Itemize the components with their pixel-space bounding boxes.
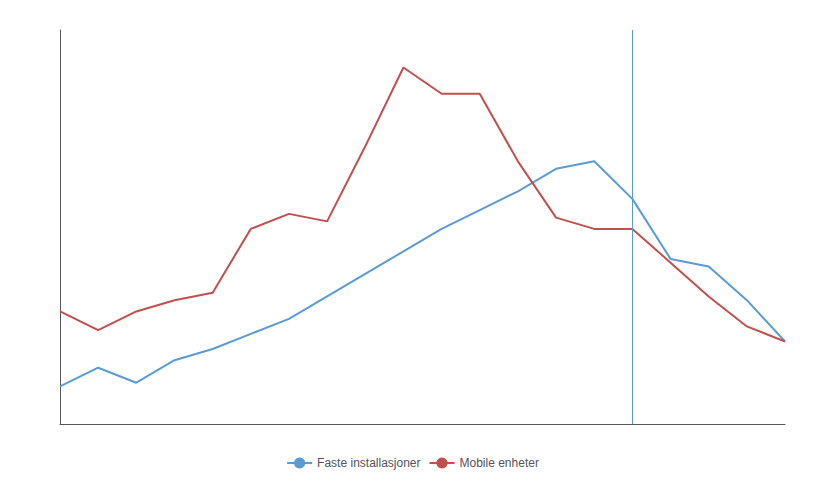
svg-text:Mobile enheter: Mobile enheter (460, 456, 539, 470)
svg-text:Faste installasjoner: Faste installasjoner (317, 456, 420, 470)
